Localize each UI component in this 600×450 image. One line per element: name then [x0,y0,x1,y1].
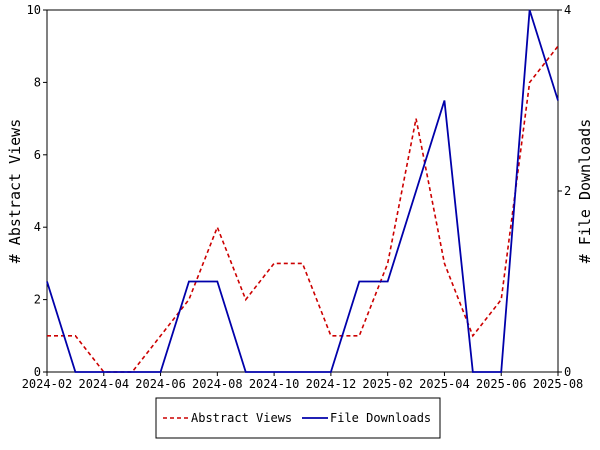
x-tick-label: 2024-08 [192,377,243,391]
y-tick-label-left: 8 [34,75,41,89]
y-tick-label-left: 2 [34,293,41,307]
y-tick-label-left: 0 [34,365,41,379]
x-tick-label: 2025-02 [362,377,413,391]
legend-box [155,397,441,439]
y-tick-label-left: 10 [27,3,41,17]
y-tick-label-left: 6 [34,148,41,162]
x-tick-label: 2024-04 [78,377,129,391]
y-axis-title-left: # Abstract Views [6,119,24,264]
x-tick-label: 2024-12 [306,377,357,391]
legend: Abstract Views File Downloads [155,397,441,439]
y-tick-label-left: 4 [34,220,41,234]
series-lines [46,9,559,373]
y-axis-title-right: # File Downloads [576,119,594,264]
x-tick-label: 2024-06 [135,377,186,391]
y-tick-label-right: 2 [564,184,571,198]
series-line-abstract-views [47,45,559,373]
series-line-file-downloads [46,9,559,373]
x-tick-label: 2024-02 [22,377,73,391]
tick-labels: 0 2 4 6 8 10 0 2 4 2024-02 2024-04 2024-06 2024-08 20… [22,3,584,391]
x-tick-label: 2025-04 [419,377,470,391]
x-tick-label: 2025-08 [533,377,584,391]
x-tick-label: 2025-06 [476,377,527,391]
legend-label-abstract-views: Abstract Views [191,411,292,425]
legend-label-file-downloads: File Downloads [330,411,431,425]
y-tick-label-right: 0 [564,365,571,379]
x-tick-label: 2024-10 [249,377,300,391]
axes [43,9,562,376]
plot-frame [46,9,559,373]
y-tick-label-right: 4 [564,3,571,17]
